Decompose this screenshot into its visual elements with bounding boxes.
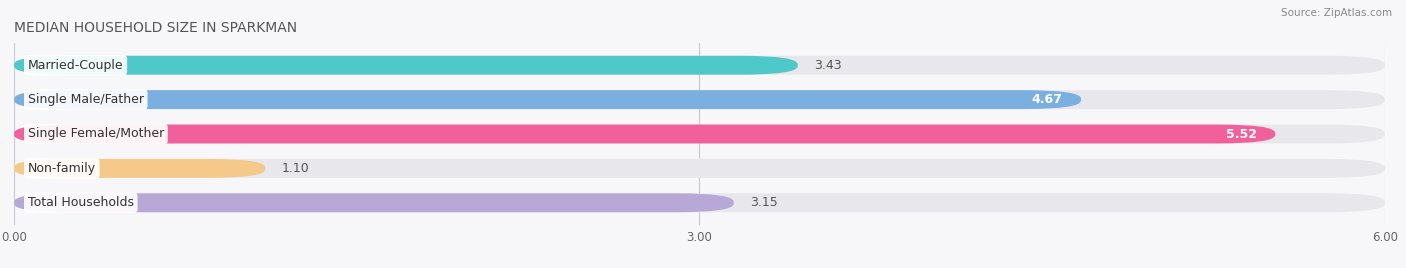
FancyBboxPatch shape [14,90,1385,109]
Text: Non-family: Non-family [28,162,96,175]
Text: Married-Couple: Married-Couple [28,59,124,72]
Text: Total Households: Total Households [28,196,134,209]
FancyBboxPatch shape [14,56,1385,75]
FancyBboxPatch shape [14,193,1385,212]
FancyBboxPatch shape [14,90,1081,109]
FancyBboxPatch shape [14,56,797,75]
Text: Single Male/Father: Single Male/Father [28,93,143,106]
Text: 3.43: 3.43 [814,59,841,72]
Text: 1.10: 1.10 [281,162,309,175]
FancyBboxPatch shape [14,193,734,212]
Text: MEDIAN HOUSEHOLD SIZE IN SPARKMAN: MEDIAN HOUSEHOLD SIZE IN SPARKMAN [14,21,297,35]
Text: Source: ZipAtlas.com: Source: ZipAtlas.com [1281,8,1392,18]
FancyBboxPatch shape [14,125,1275,143]
Text: 4.67: 4.67 [1032,93,1063,106]
FancyBboxPatch shape [14,159,266,178]
FancyBboxPatch shape [14,159,1385,178]
Text: 5.52: 5.52 [1226,128,1257,140]
Text: Single Female/Mother: Single Female/Mother [28,128,165,140]
FancyBboxPatch shape [14,125,1385,143]
Text: 3.15: 3.15 [749,196,778,209]
